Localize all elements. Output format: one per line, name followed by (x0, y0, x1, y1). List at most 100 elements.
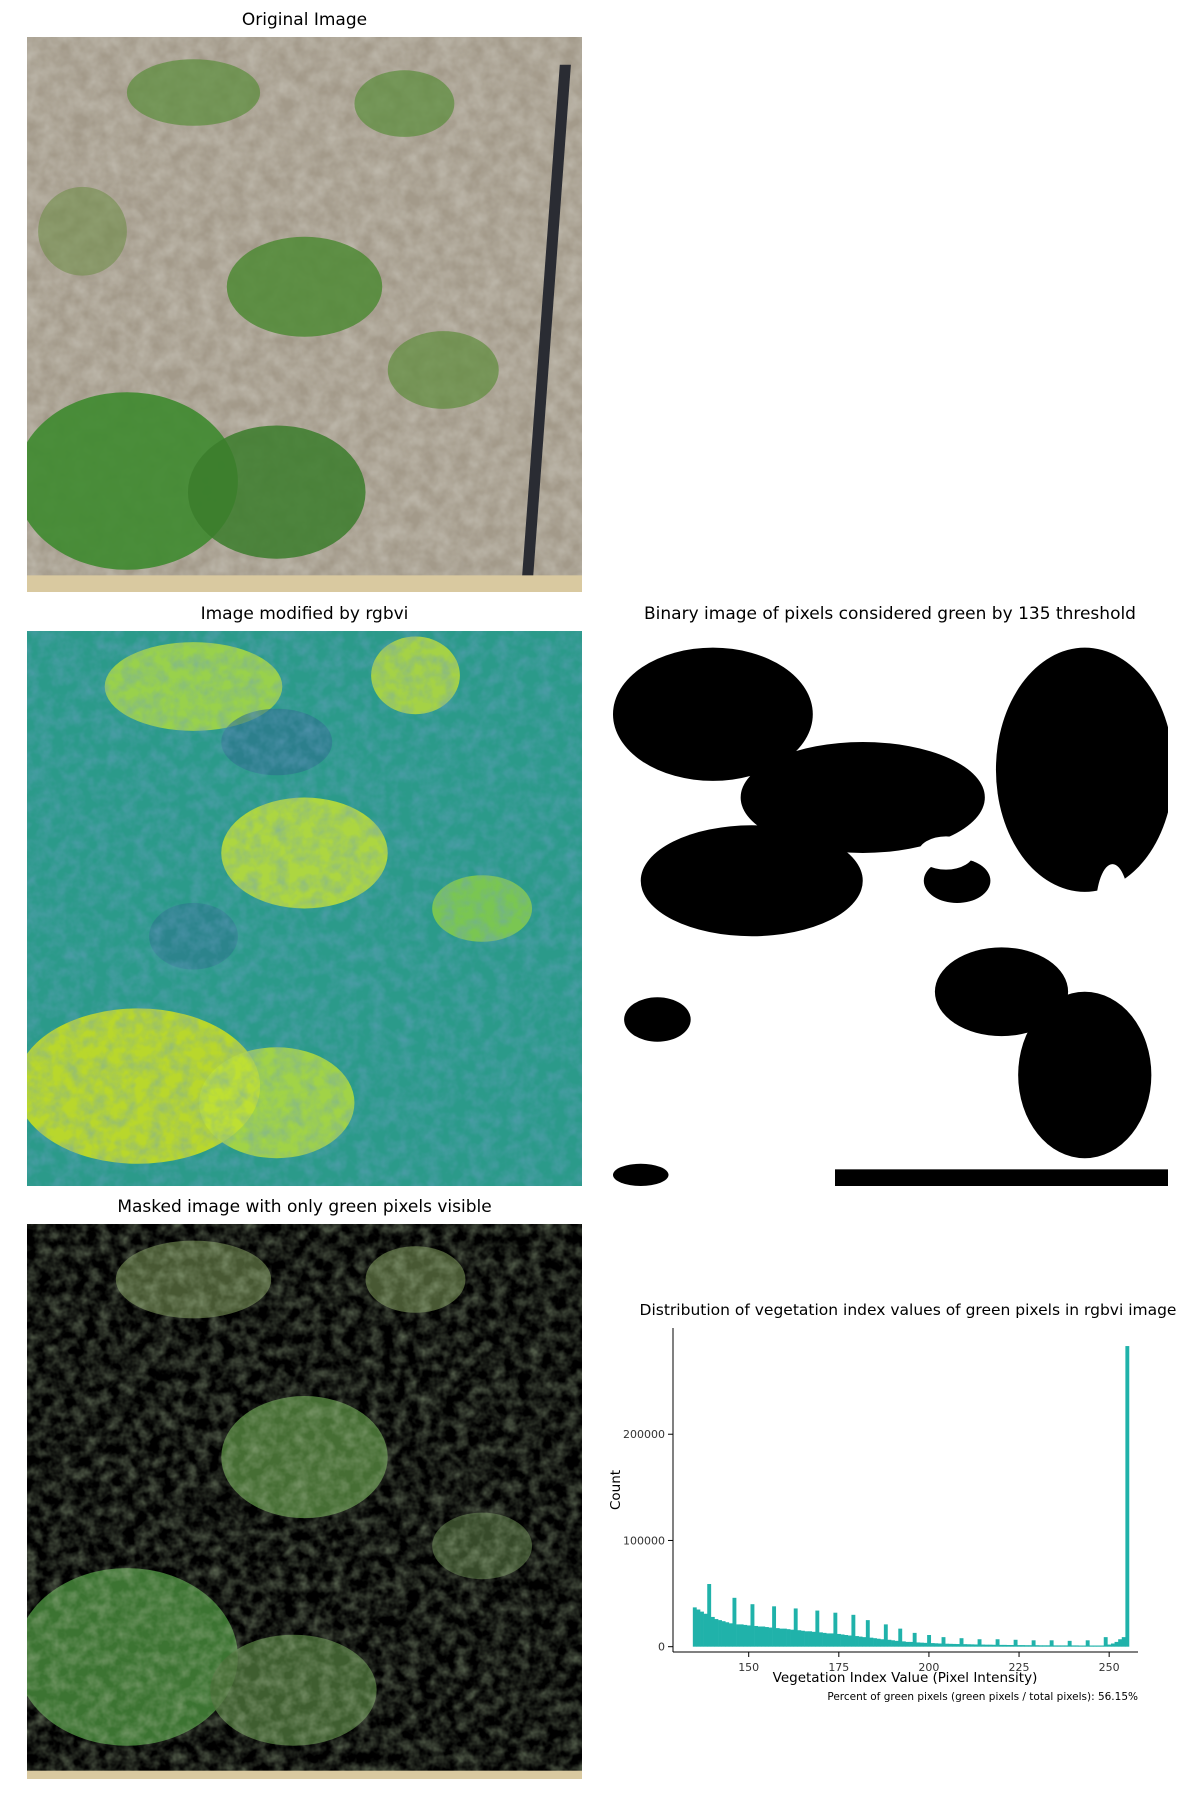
binary-image (613, 631, 1168, 1186)
chart-title: Distribution of vegetation index values … (640, 1301, 1177, 1319)
histogram-bar (840, 1634, 845, 1647)
histogram-bar (1006, 1644, 1011, 1647)
histogram-bar (948, 1643, 953, 1647)
histogram-bar (1125, 1346, 1130, 1647)
histogram-bar (869, 1637, 874, 1647)
histogram-bar (858, 1636, 863, 1647)
histogram-bar (808, 1631, 813, 1647)
histogram-bar (786, 1629, 791, 1647)
histogram-bar (966, 1644, 971, 1647)
histogram-bar (970, 1644, 975, 1647)
y-tick-label: 100000 (623, 1534, 665, 1547)
histogram-bar (1074, 1645, 1079, 1647)
y-tick-label: 0 (658, 1641, 665, 1654)
histogram-bar (905, 1641, 910, 1647)
histogram-bar (1035, 1645, 1040, 1647)
histogram-bar (757, 1626, 762, 1647)
histogram-bar (782, 1628, 787, 1647)
histogram-bar (1071, 1645, 1076, 1647)
histogram-bar (963, 1644, 968, 1647)
x-axis-ticks: 150 175 200 225 250 (738, 1652, 1120, 1674)
histogram-bar (1118, 1639, 1123, 1647)
histogram-bar (977, 1639, 982, 1647)
histogram-bar (1060, 1645, 1065, 1647)
histogram-bar (739, 1624, 744, 1647)
histogram-bar (988, 1644, 993, 1647)
histogram-bar (1089, 1645, 1094, 1647)
histogram-bar (934, 1643, 939, 1647)
histogram-bar (815, 1610, 820, 1647)
histogram-bar (937, 1643, 942, 1647)
histogram-bar (912, 1632, 917, 1647)
histogram-bar (714, 1619, 719, 1647)
histogram-bar (754, 1625, 758, 1647)
histogram-bar (1002, 1644, 1007, 1647)
histogram-bar (1110, 1643, 1115, 1647)
histogram-bar (955, 1644, 960, 1647)
histogram-bar (1038, 1645, 1043, 1647)
histogram-bar (833, 1612, 838, 1647)
histogram-bar (721, 1621, 726, 1647)
histogram-bar (750, 1604, 755, 1647)
y-axis-ticks: 0 100000 200000 (623, 1428, 673, 1654)
histogram-bar (822, 1632, 827, 1647)
histogram-bar (700, 1611, 704, 1647)
histogram-bar (945, 1643, 950, 1647)
histogram-bar (995, 1639, 1000, 1647)
histogram-bar (1056, 1645, 1061, 1647)
histogram-bar (768, 1627, 773, 1647)
histogram-bar (790, 1629, 795, 1647)
histogram-bar (876, 1638, 881, 1647)
histogram-bar (1017, 1645, 1022, 1647)
histogram-bar (862, 1637, 867, 1647)
histogram-bar (837, 1633, 841, 1647)
rgbvi-image-title: Image modified by rgbvi (200, 604, 409, 624)
histogram-bar (959, 1638, 964, 1647)
y-axis-label: Count (608, 1470, 624, 1510)
histogram-bar (984, 1644, 989, 1647)
histogram-bar (880, 1639, 885, 1647)
histogram-bar (1103, 1637, 1108, 1647)
histogram-bar (873, 1638, 877, 1647)
histogram-bar (909, 1641, 913, 1647)
x-axis-label: Vegetation Index Value (Pixel Intensity) (773, 1670, 1038, 1686)
histogram-bar (800, 1630, 805, 1647)
histogram-bar (811, 1631, 816, 1647)
masked-image (27, 1224, 582, 1779)
histogram-bar (1085, 1640, 1090, 1647)
x-tick-label: 175 (828, 1661, 849, 1674)
histogram-bar (952, 1643, 957, 1647)
histogram-bar (1046, 1645, 1050, 1647)
x-tick-label: 250 (1099, 1661, 1120, 1674)
histogram-bar (1049, 1640, 1054, 1647)
histogram-bar (696, 1609, 701, 1647)
histogram-bar (1107, 1644, 1112, 1647)
histogram-bar (707, 1584, 712, 1647)
histogram-bar (728, 1623, 733, 1647)
histogram-bar (718, 1620, 722, 1647)
histogram-bar (1121, 1637, 1126, 1647)
histogram-bar (793, 1608, 798, 1647)
histogram-bar (1020, 1645, 1025, 1647)
histogram-bar (1100, 1645, 1105, 1647)
histogram-bar (1013, 1639, 1018, 1647)
histogram-bar (981, 1644, 986, 1647)
histogram-bar (1064, 1645, 1068, 1647)
histogram-bar (761, 1626, 766, 1647)
histogram-bar (710, 1616, 715, 1647)
histogram-bar (923, 1642, 928, 1647)
histogram-bar (772, 1606, 777, 1647)
histogram-bar (797, 1630, 802, 1647)
histogram-bar (1092, 1645, 1097, 1647)
histogram-bar (1042, 1645, 1047, 1647)
histogram-bar (901, 1641, 906, 1647)
histogram-bar (1028, 1645, 1032, 1647)
histogram-bar (779, 1628, 784, 1647)
histogram-bar (855, 1636, 859, 1647)
histogram-bar (826, 1633, 831, 1647)
histogram-bar (732, 1597, 737, 1647)
histogram-bar (692, 1607, 697, 1647)
histogram-bar (1114, 1641, 1119, 1647)
histogram-bar (847, 1635, 852, 1647)
histogram-bar (941, 1637, 946, 1647)
